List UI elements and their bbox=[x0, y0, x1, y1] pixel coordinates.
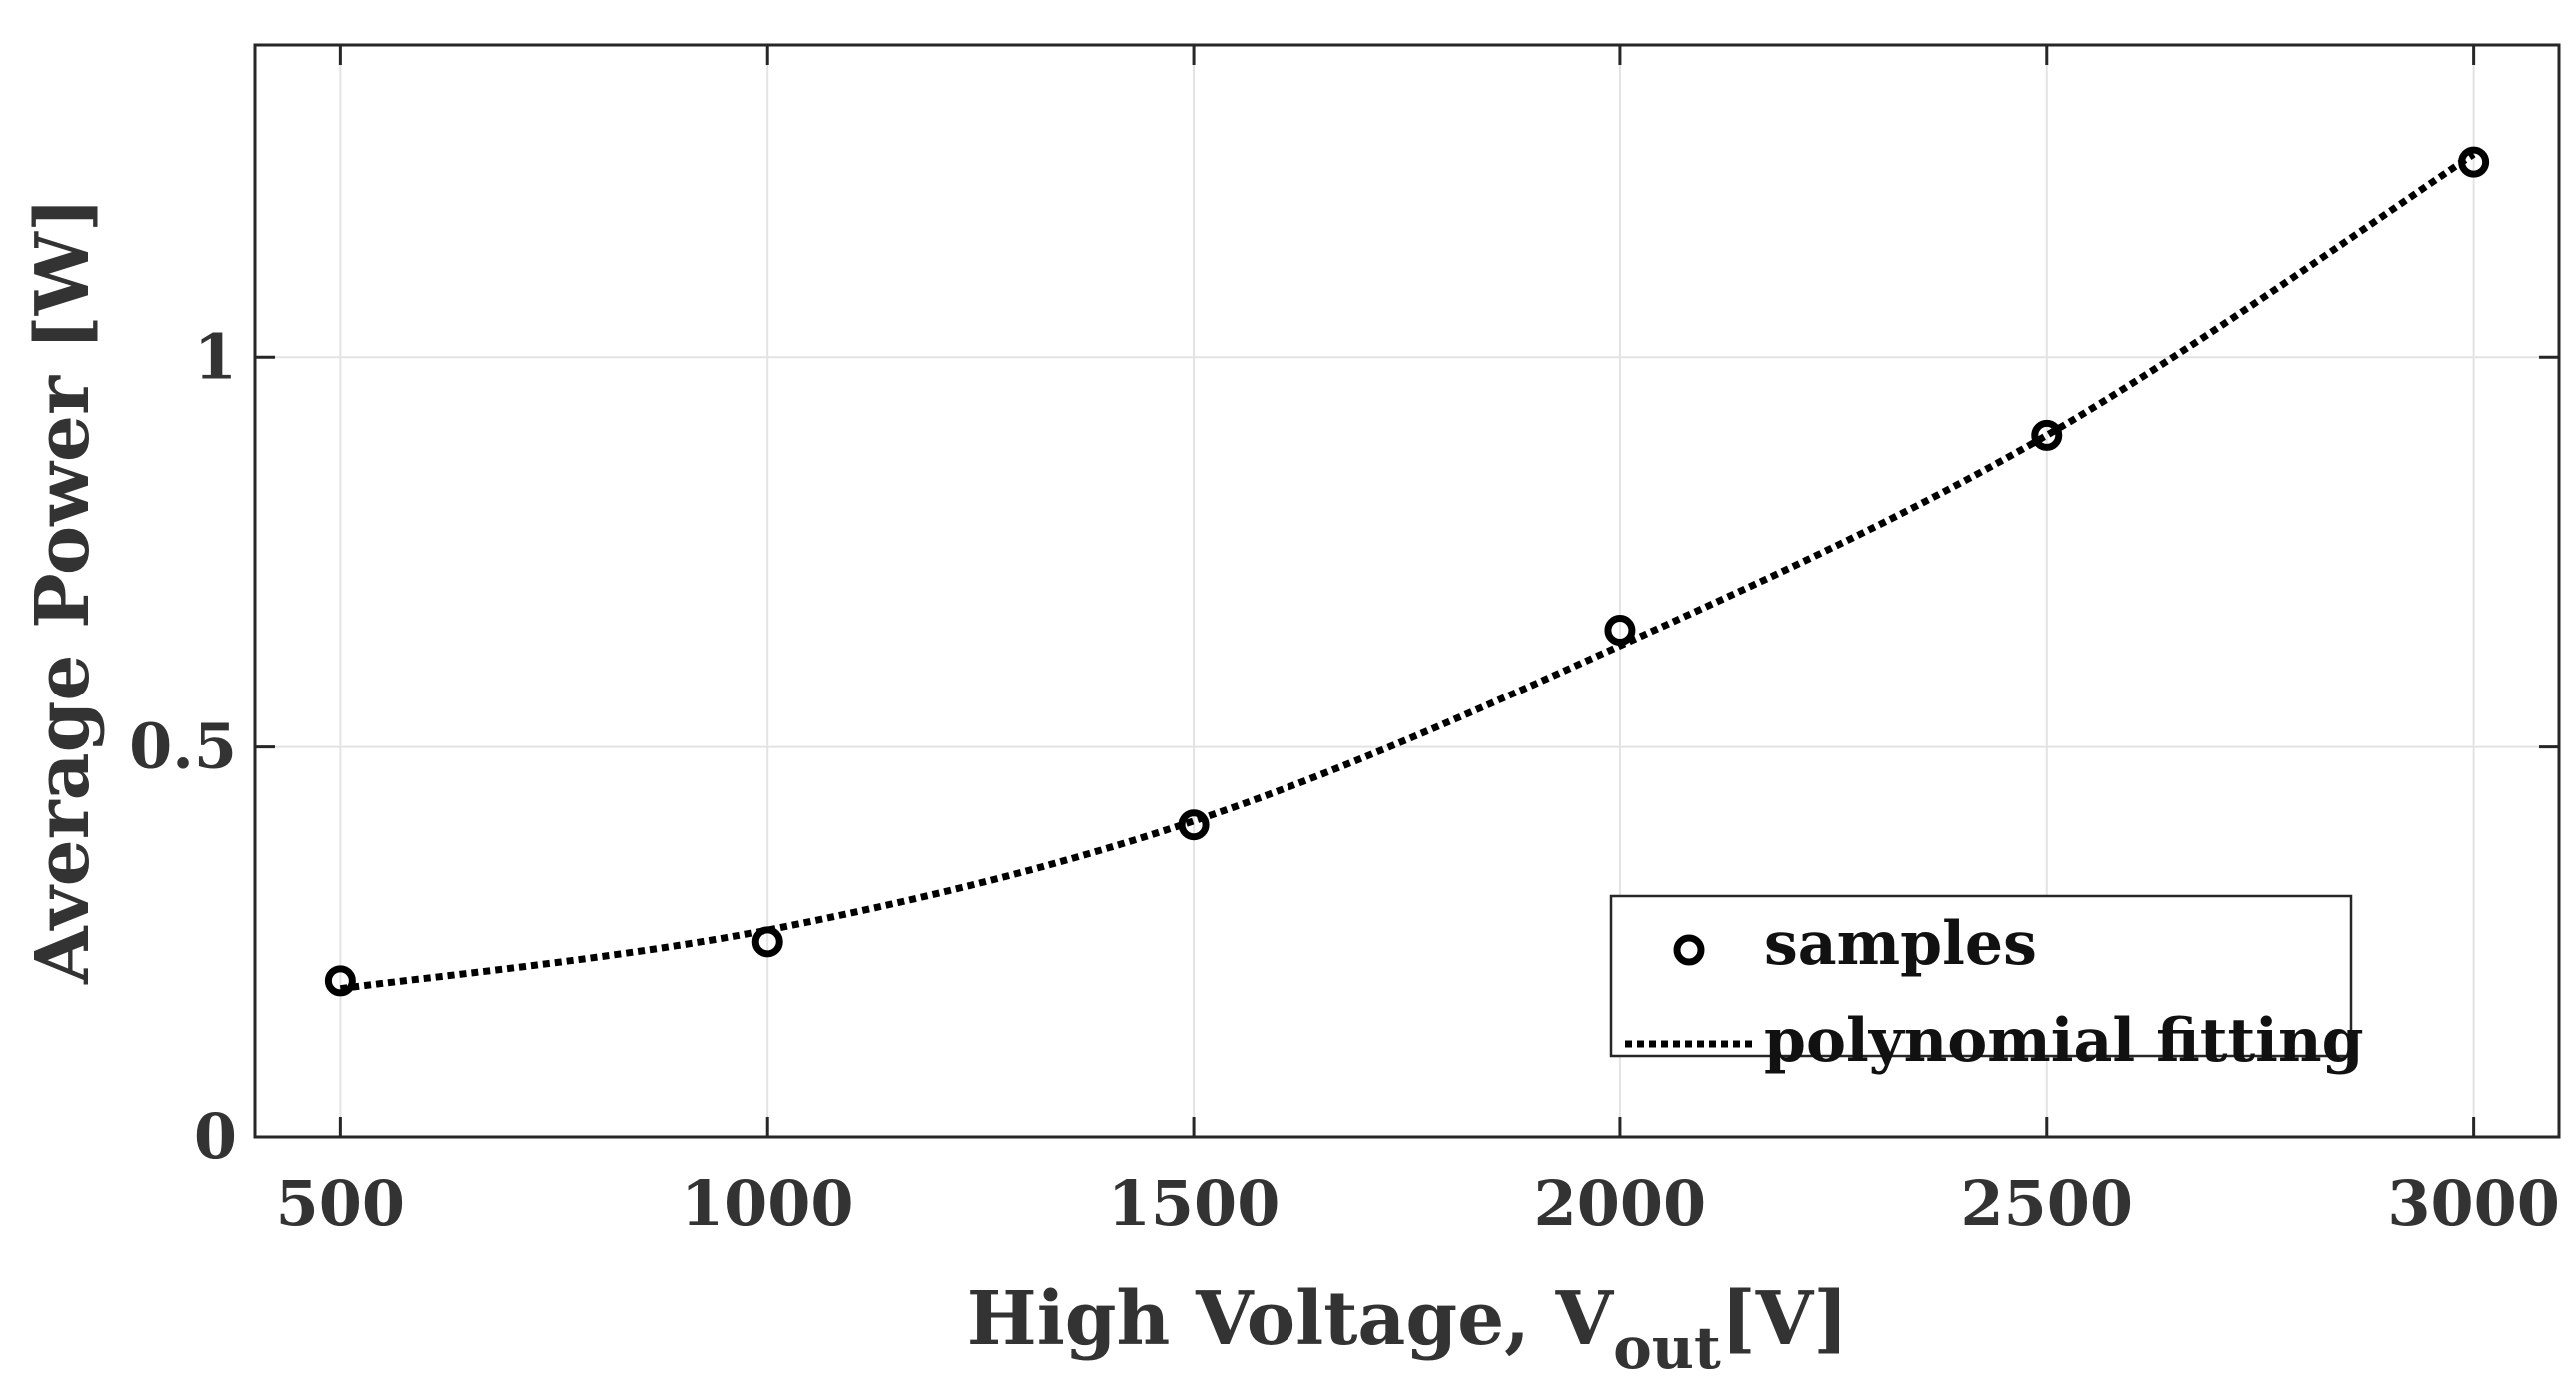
legend-samples-marker bbox=[1673, 934, 1705, 966]
sample-point bbox=[2458, 146, 2490, 178]
y-tick-label: 0.5 bbox=[129, 710, 237, 783]
fit-line bbox=[339, 151, 2476, 993]
y-axis-title: Average Power [W] bbox=[20, 197, 106, 985]
axis-ticks: 500 1000 1500 2000 2500 3000 0 0.5 1 bbox=[129, 45, 2560, 1240]
sample-point bbox=[1604, 615, 1636, 647]
x-axis-title-subscript: out bbox=[1613, 1314, 1721, 1382]
legend-fit-label: polynomial fitting bbox=[1764, 1006, 2364, 1076]
x-tick-label: 2500 bbox=[1960, 1167, 2133, 1240]
x-axis-title-unit: [V] bbox=[1721, 1276, 1848, 1362]
series bbox=[324, 146, 2490, 997]
x-tick-label: 500 bbox=[276, 1167, 405, 1240]
legend-samples-label: samples bbox=[1764, 909, 2037, 979]
sample-point bbox=[751, 926, 783, 958]
plot-frame bbox=[253, 43, 2561, 1139]
y-tick-label: 1 bbox=[194, 320, 237, 393]
x-tick-label: 3000 bbox=[2387, 1167, 2560, 1240]
x-axis-title-main: High Voltage, V bbox=[967, 1276, 1615, 1362]
x-axis-title: High Voltage, Vout[V] bbox=[967, 1276, 1848, 1382]
sample-point bbox=[2031, 419, 2063, 451]
y-tick-label: 0 bbox=[194, 1100, 237, 1173]
x-tick-label: 2000 bbox=[1534, 1167, 1707, 1240]
sample-point bbox=[324, 965, 356, 997]
legend-box bbox=[1609, 894, 2353, 1058]
sample-point bbox=[1178, 809, 1210, 841]
legend: samples polynomial fitting bbox=[1609, 894, 2364, 1076]
x-tick-label: 1000 bbox=[681, 1167, 854, 1240]
x-tick-label: 1500 bbox=[1108, 1167, 1281, 1240]
